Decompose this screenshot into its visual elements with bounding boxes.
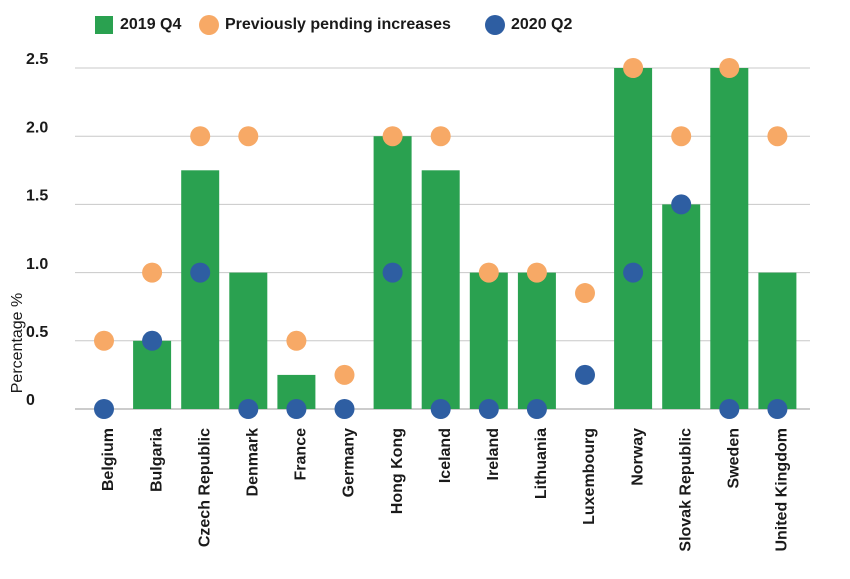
y-tick-label: 0.5 — [26, 324, 48, 341]
data-point — [478, 399, 499, 419]
dot-series — [94, 58, 788, 419]
legend-label: 2020 Q2 — [511, 16, 572, 33]
bar — [229, 272, 268, 409]
bar — [421, 170, 460, 409]
x-tick-label: Slovak Republic — [677, 428, 694, 552]
data-point — [286, 399, 307, 419]
data-point — [286, 330, 307, 351]
data-point — [382, 126, 403, 147]
data-point — [382, 262, 403, 283]
data-point — [719, 58, 740, 78]
data-point — [575, 364, 595, 385]
data-point — [430, 126, 451, 147]
bar — [517, 272, 556, 409]
y-tick-label: 2.5 — [26, 51, 48, 68]
x-tick-label: United Kingdom — [774, 428, 791, 552]
data-point — [767, 126, 788, 147]
data-point — [238, 126, 259, 147]
y-axis-ticks: 0 0.5 1.0 1.5 2.0 2.5 — [26, 51, 48, 409]
bar — [469, 272, 508, 409]
y-tick-label: 0 — [26, 392, 35, 409]
data-point — [623, 58, 644, 78]
bar — [133, 340, 172, 409]
x-tick-label: Belgium — [100, 428, 117, 491]
y-tick-label: 1.0 — [26, 256, 48, 273]
y-tick-label: 1.5 — [26, 188, 48, 205]
legend-label: Previously pending increases — [225, 16, 451, 33]
legend-swatch-dot — [485, 15, 505, 35]
bar — [662, 204, 701, 409]
data-point — [575, 283, 595, 304]
legend-label: 2019 Q4 — [120, 16, 181, 33]
y-axis-title: Percentage % — [9, 293, 26, 394]
x-tick-label: Sweden — [726, 428, 743, 488]
data-point — [142, 262, 163, 283]
x-tick-label: Bulgaria — [148, 428, 165, 492]
x-tick-label: Hong Kong — [389, 428, 406, 514]
data-point — [526, 399, 547, 419]
data-point — [478, 262, 499, 283]
data-point — [334, 364, 355, 385]
data-point — [719, 399, 740, 419]
bar-series — [133, 68, 797, 409]
legend: 2019 Q4 Previously pending increases 2020 … — [95, 15, 572, 35]
x-tick-label: Iceland — [437, 428, 454, 483]
bar — [710, 68, 749, 409]
data-point — [238, 399, 259, 419]
data-point — [94, 330, 114, 351]
y-tick-label: 2.0 — [26, 119, 48, 136]
bar — [614, 68, 653, 409]
x-tick-label: France — [293, 428, 310, 481]
data-point — [623, 262, 644, 283]
x-tick-label: Luxembourg — [581, 428, 598, 525]
bar — [181, 170, 220, 409]
x-tick-label: Ireland — [485, 428, 502, 480]
data-point — [142, 330, 163, 351]
data-point — [190, 126, 211, 147]
x-tick-label: Lithuania — [533, 428, 550, 499]
legend-swatch-bar — [95, 16, 113, 34]
legend-swatch-dot — [199, 15, 219, 35]
x-tick-label: Germany — [341, 428, 358, 497]
x-tick-label: Norway — [629, 428, 646, 486]
bar — [758, 272, 797, 409]
data-point — [671, 194, 692, 215]
x-tick-label: Denmark — [245, 428, 262, 497]
x-axis-labels: Belgium Bulgaria Czech Republic Denmark Fran… — [100, 428, 790, 552]
data-point — [190, 262, 211, 283]
x-tick-label: Czech Republic — [196, 428, 213, 547]
data-point — [767, 399, 788, 419]
data-point — [671, 126, 692, 147]
data-point — [334, 399, 355, 419]
data-point — [94, 399, 114, 419]
data-point — [526, 262, 547, 283]
data-point — [430, 399, 451, 419]
